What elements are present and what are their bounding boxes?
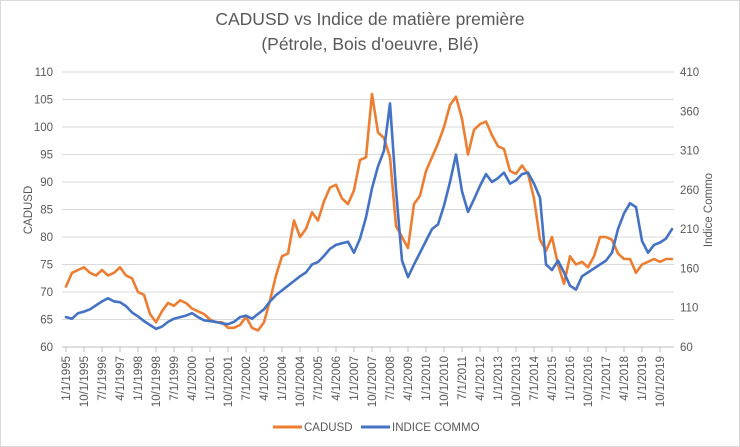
left-y-tick-label: 85 (40, 205, 53, 217)
right-y-tick-label: 210 (680, 224, 699, 236)
x-tick-label: 1/1/1998 (133, 356, 145, 401)
x-tick-label: 1/1/1995 (61, 356, 73, 401)
x-tick-label: 1/1/2019 (637, 356, 649, 401)
x-tick-label: 4/1/2000 (187, 356, 199, 401)
x-tick-label: 4/1/2003 (259, 356, 271, 401)
legend-label-indice-commo: INDICE COMMO (392, 422, 480, 434)
x-tick-label: 1/1/2004 (277, 355, 289, 400)
legend: CADUSD INDICE COMMO (273, 422, 480, 434)
x-tick-label: 10/1/2016 (583, 356, 595, 407)
left-y-tick-label: 95 (40, 150, 53, 162)
left-y-axis-title: CADUSD (23, 186, 35, 235)
x-tick-label: 10/1/2001 (223, 356, 235, 407)
left-y-tick-label: 100 (34, 122, 53, 134)
x-tick-label: 4/1/2006 (331, 356, 343, 401)
x-tick-label: 1/1/2007 (349, 356, 361, 401)
x-tick-label: 4/1/2015 (547, 356, 559, 401)
right-y-tick-label: 410 (680, 67, 699, 79)
x-tick-label: 10/1/2019 (655, 356, 667, 407)
x-tick-label: 10/1/1995 (79, 356, 91, 407)
chart-title: CADUSD vs Indice de matière première (Pé… (215, 9, 524, 54)
x-tick-label: 4/1/1997 (115, 356, 127, 401)
x-tick-label: 1/1/2001 (205, 356, 217, 401)
right-y-tick-label: 260 (680, 185, 699, 197)
x-tick-label: 10/1/1998 (151, 356, 163, 407)
right-y-tick-label: 160 (680, 263, 699, 275)
right-y-axis: 60 110 160 210 260 310 360 410 (680, 67, 699, 354)
legend-label-cadusd: CADUSD (304, 422, 353, 434)
left-y-tick-label: 90 (40, 177, 53, 189)
x-tick-label: 10/1/2013 (511, 356, 523, 407)
right-y-tick-label: 360 (680, 106, 699, 118)
left-y-tick-label: 105 (34, 95, 53, 107)
x-tick-label: 10/1/2004 (295, 355, 307, 407)
x-tick-label: 7/1/2002 (241, 356, 253, 401)
x-tick-label: 1/1/2016 (565, 356, 577, 401)
left-y-tick-label: 70 (40, 287, 53, 299)
left-y-tick-label: 60 (40, 342, 53, 354)
x-tick-label: 10/1/2007 (367, 356, 379, 407)
right-y-tick-label: 110 (680, 303, 698, 315)
x-tick-label: 7/1/2017 (601, 356, 613, 401)
right-y-tick-label: 310 (680, 146, 699, 158)
x-tick-label: 7/1/2005 (313, 356, 325, 401)
left-y-tick-label: 75 (40, 260, 53, 272)
x-tick-label: 4/1/2018 (619, 356, 631, 401)
left-y-axis: 60 65 70 75 80 85 90 95 100 105 110 (34, 67, 53, 354)
x-tick-label: 7/1/2011 (457, 356, 469, 400)
chart-title-line-1: CADUSD vs Indice de matière première (215, 9, 524, 29)
x-tick-label: 1/1/2013 (493, 356, 505, 401)
x-tick-label: 4/1/2009 (403, 356, 415, 401)
left-y-tick-label: 80 (40, 232, 53, 244)
x-tick-label: 7/1/1996 (97, 356, 109, 401)
x-axis: 1/1/1995 10/1/1995 7/1/1996 4/1/1997 1/1/199… (61, 347, 667, 407)
x-tick-label: 7/1/1999 (169, 356, 181, 401)
x-tick-label: 10/1/2010 (439, 356, 451, 407)
right-y-axis-title: Indice Commo (703, 173, 715, 247)
x-tick-label: 7/1/2008 (385, 356, 397, 401)
plot-lines (64, 92, 674, 332)
left-y-tick-label: 110 (35, 67, 53, 79)
left-y-tick-label: 65 (40, 315, 53, 327)
chart-title-line-2: (Pétrole, Bois d'oeuvre, Blé) (261, 34, 478, 54)
series-line-indice-commo (64, 102, 674, 331)
x-tick-label: 1/1/2010 (421, 356, 433, 401)
right-y-tick-label: 60 (680, 342, 693, 354)
series-line-cadusd (64, 92, 674, 332)
x-tick-label: 7/1/2014 (529, 355, 541, 400)
x-tick-label: 4/1/2012 (475, 356, 487, 401)
